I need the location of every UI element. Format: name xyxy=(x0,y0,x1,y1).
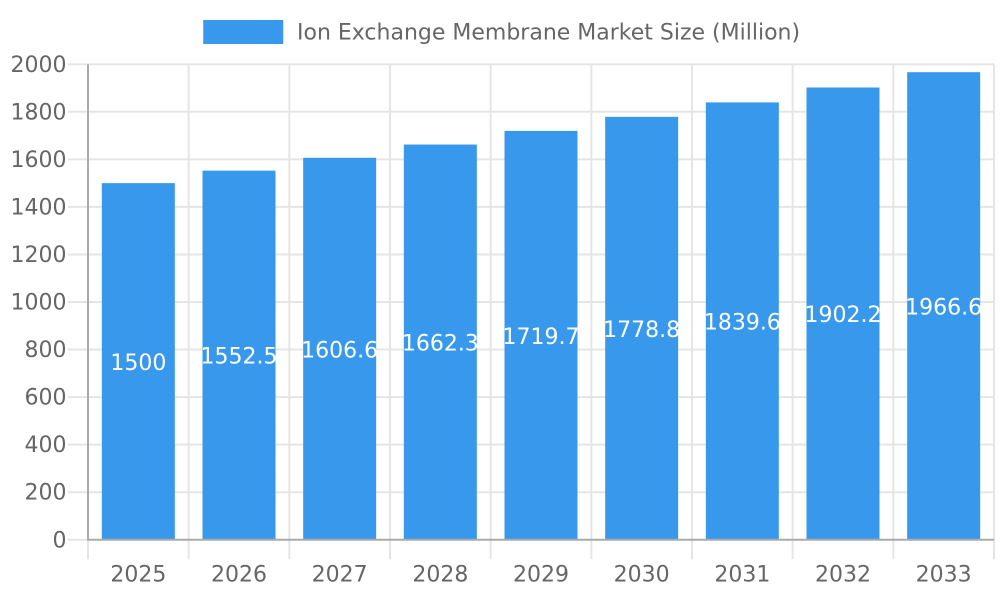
svg-text:1200: 1200 xyxy=(11,243,67,268)
svg-text:1606.6: 1606.6 xyxy=(301,338,378,363)
svg-text:1719.7: 1719.7 xyxy=(503,325,580,350)
svg-text:2025: 2025 xyxy=(110,562,166,587)
svg-text:1662.3: 1662.3 xyxy=(402,332,479,357)
svg-text:200: 200 xyxy=(25,481,67,506)
svg-text:2031: 2031 xyxy=(714,562,770,587)
svg-text:2026: 2026 xyxy=(211,562,267,587)
svg-text:1400: 1400 xyxy=(11,195,67,220)
svg-text:1500: 1500 xyxy=(110,351,166,376)
svg-text:0: 0 xyxy=(53,528,67,553)
svg-text:2030: 2030 xyxy=(614,562,670,587)
svg-text:1000: 1000 xyxy=(11,291,67,316)
svg-text:1778.8: 1778.8 xyxy=(603,318,680,343)
svg-text:1966.6: 1966.6 xyxy=(905,295,982,320)
svg-text:Ion Exchange Membrane Market S: Ion Exchange Membrane Market Size (Milli… xyxy=(297,20,800,45)
svg-text:2000: 2000 xyxy=(11,53,67,78)
svg-text:1552.5: 1552.5 xyxy=(201,345,278,370)
svg-text:1839.6: 1839.6 xyxy=(704,311,781,336)
svg-text:600: 600 xyxy=(25,386,67,411)
svg-text:2032: 2032 xyxy=(815,562,871,587)
svg-text:400: 400 xyxy=(25,433,67,458)
svg-text:1600: 1600 xyxy=(11,148,67,173)
svg-text:800: 800 xyxy=(25,338,67,363)
svg-text:2033: 2033 xyxy=(916,562,972,587)
svg-text:1902.2: 1902.2 xyxy=(805,303,882,328)
svg-text:2028: 2028 xyxy=(412,562,468,587)
svg-text:1800: 1800 xyxy=(11,100,67,125)
svg-text:2029: 2029 xyxy=(513,562,569,587)
svg-text:2027: 2027 xyxy=(312,562,368,587)
